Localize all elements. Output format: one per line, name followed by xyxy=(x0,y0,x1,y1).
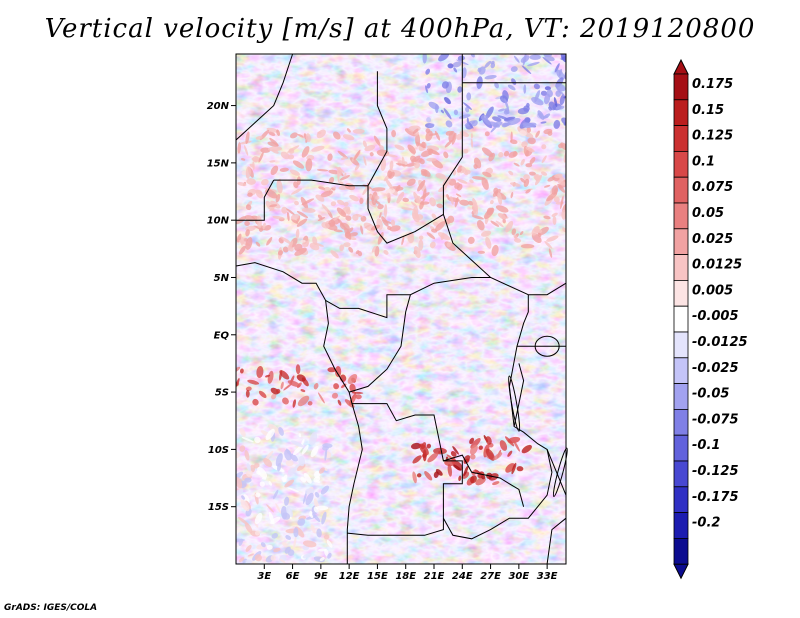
border-line xyxy=(273,179,368,187)
colorbar-top-arrow xyxy=(673,58,689,75)
lake-tanganyika xyxy=(508,375,521,432)
colorbar-label: -0.005 xyxy=(692,309,739,324)
colorbar-label: 0.1 xyxy=(692,154,715,169)
chart-title: Vertical velocity [m/s] at 400hPa, VT: 2… xyxy=(44,14,756,44)
colorbar-label: -0.175 xyxy=(692,490,739,505)
x-tick-label: 9E xyxy=(314,571,328,582)
lake-victoria xyxy=(534,335,560,357)
x-tick-label: 30E xyxy=(508,571,529,582)
grads-credit: GrADS: IGES/COLA xyxy=(4,603,98,613)
border-line xyxy=(347,403,463,536)
x-tick-label: 3E xyxy=(257,571,271,582)
y-tick-label: 10S xyxy=(208,445,229,456)
colorbar-segment xyxy=(673,176,689,204)
colorbar-segment xyxy=(673,99,689,127)
colorbar-label: -0.2 xyxy=(692,516,720,531)
colorbar-segment xyxy=(673,73,689,101)
y-tick-label: 15S xyxy=(208,502,229,513)
colorbar-label: 0.15 xyxy=(692,103,724,118)
x-tick-label: 15E xyxy=(367,571,388,582)
y-tick-label: 5N xyxy=(214,273,230,284)
x-tick-label: 18E xyxy=(395,571,416,582)
colorbar-label: -0.025 xyxy=(692,361,739,376)
x-tick-label: 21E xyxy=(424,571,445,582)
colorbar-label: -0.125 xyxy=(692,464,739,479)
border-line xyxy=(348,294,411,393)
lake-malawi xyxy=(552,447,568,497)
border-line xyxy=(508,294,529,387)
colorbar-segment xyxy=(673,512,689,539)
x-tick-label: 27E xyxy=(480,571,501,582)
colorbar-segment xyxy=(673,357,689,384)
colorbar-segment xyxy=(673,331,689,359)
colorbar-segment xyxy=(673,434,689,462)
border-line xyxy=(513,363,525,427)
colorbar-label: 0.125 xyxy=(692,129,733,144)
colorbar-label: 0.05 xyxy=(692,206,724,221)
colorbar: 0.175 0.15 0.125 0.1 0.075 0.05 0.025 0.0125 0.0… xyxy=(673,58,748,580)
colorbar-label: -0.1 xyxy=(692,438,720,453)
colorbar-segment xyxy=(673,254,689,281)
border-line xyxy=(325,277,491,319)
x-tick-label: 24E xyxy=(452,571,473,582)
colorbar-segment xyxy=(673,538,689,565)
border-line xyxy=(442,105,463,215)
border-line xyxy=(528,282,567,296)
map-area xyxy=(236,54,566,564)
region-angola-coast-gulf-of-guinea xyxy=(236,364,364,408)
colorbar-label: 0.175 xyxy=(692,77,733,92)
region-south-atlantic xyxy=(236,423,333,564)
x-axis: 3E 6E 9E 12E 15E 18E 21E 24E 27E 30E 33E xyxy=(257,564,558,582)
colorbar-label: -0.05 xyxy=(692,387,729,402)
colorbar-segment xyxy=(673,383,689,410)
y-tick-label: 15N xyxy=(207,158,230,169)
region-sahel-belt xyxy=(236,125,566,260)
colorbar-segment xyxy=(673,460,689,488)
map-frame xyxy=(235,53,567,565)
colorbar-label: 0.025 xyxy=(692,232,733,247)
colorbar-segment xyxy=(673,228,689,256)
colorbar-label: 0.0125 xyxy=(692,258,742,273)
colorbar-bottom-arrow xyxy=(673,563,689,580)
colorbar-segment xyxy=(673,150,689,178)
border-line xyxy=(235,262,363,564)
border-line xyxy=(236,179,275,221)
colorbar-segment xyxy=(673,279,689,307)
border-line xyxy=(367,71,388,187)
border-line xyxy=(235,53,294,141)
colorbar-segment xyxy=(673,486,689,513)
colorbar-segment xyxy=(673,305,689,333)
border-line xyxy=(443,454,525,507)
region-zambia-malawi xyxy=(410,435,532,486)
x-tick-label: 6E xyxy=(286,571,300,582)
colorbar-segment xyxy=(673,202,689,230)
country-borders xyxy=(235,53,568,565)
y-tick-label: 5S xyxy=(215,388,229,399)
x-tick-label: 12E xyxy=(339,571,360,582)
border-line xyxy=(367,185,529,296)
colorbar-label: 0.005 xyxy=(692,283,733,298)
x-tick-label: 33E xyxy=(537,571,558,582)
colorbar-segment xyxy=(673,408,689,436)
y-tick-label: 20N xyxy=(207,101,230,112)
y-tick-label: EQ xyxy=(214,330,230,341)
colorbar-label: -0.075 xyxy=(692,412,739,427)
colorbar-label: 0.075 xyxy=(692,180,733,195)
y-axis: 20N 15N 10N 5N EQ 5S 10S 15S xyxy=(207,101,236,513)
y-tick-label: 10N xyxy=(207,216,230,227)
colorbar-label: -0.0125 xyxy=(692,335,748,350)
colorbar-segment xyxy=(673,125,689,152)
border-line xyxy=(442,386,553,540)
